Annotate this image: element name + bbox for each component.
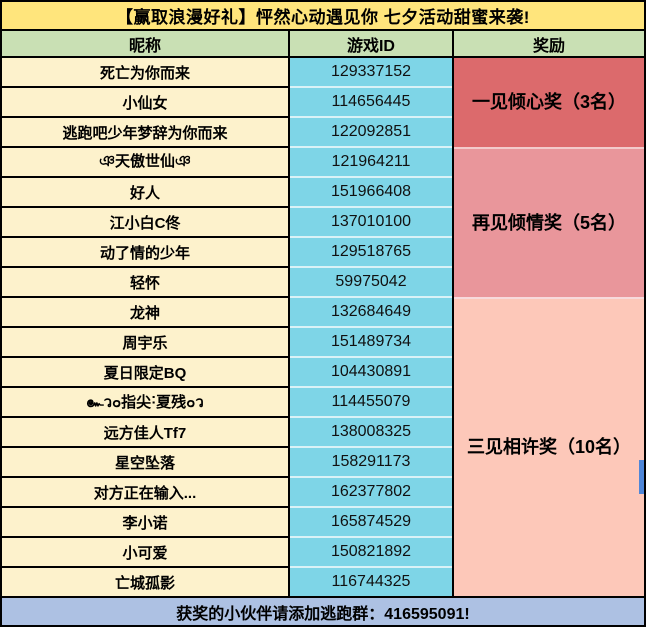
nickname-cell[interactable]: 小可爱	[2, 538, 288, 568]
game-id-cell[interactable]: 162377802	[290, 478, 452, 508]
game-id-cell[interactable]: 121964211	[290, 148, 452, 178]
game-id-cell[interactable]: 137010100	[290, 208, 452, 238]
game-id-cell[interactable]: 122092851	[290, 118, 452, 148]
nickname-cell[interactable]: 李小诺	[2, 508, 288, 538]
nickname-cell[interactable]: 对方正在输入...	[2, 478, 288, 508]
nickname-cell[interactable]: 好人	[2, 178, 288, 208]
game-id-cell[interactable]: 114656445	[290, 88, 452, 118]
column-header-game-id[interactable]: 游戏ID	[290, 31, 454, 56]
nickname-cell[interactable]: 夏日限定BQ	[2, 358, 288, 388]
table-header: 昵称 游戏ID 奖励	[2, 31, 644, 58]
nickname-cell[interactable]: 死亡为你而来	[2, 58, 288, 88]
prize-tier-3-cell[interactable]: 三见相许奖（10名）	[454, 299, 644, 596]
game-id-cell[interactable]: 158291173	[290, 448, 452, 478]
game-id-cell[interactable]: 132684649	[290, 298, 452, 328]
game-id-cell[interactable]: 59975042	[290, 268, 452, 298]
game-id-cell[interactable]: 151966408	[290, 178, 452, 208]
column-header-prize[interactable]: 奖励	[532, 37, 565, 55]
nickname-cell[interactable]: 亡城孤影	[114, 574, 175, 592]
nickname-cell[interactable]: 龙神	[2, 298, 288, 328]
nickname-cell[interactable]: 江小白C佟	[2, 208, 288, 238]
game-id-cell[interactable]: 165874529	[290, 508, 452, 538]
nickname-cell[interactable]: 星空坠落	[2, 448, 288, 478]
prize-tier-2-cell[interactable]: 再见倾情奖（5名）	[454, 149, 644, 300]
game-id-cell[interactable]: 116744325	[331, 573, 411, 590]
prize-tier-1-label: 一见倾心奖（3名）	[471, 92, 626, 112]
game-id-cell[interactable]: 150821892	[290, 538, 452, 568]
scrollbar-fragment[interactable]	[639, 460, 644, 494]
nickname-cell[interactable]: 轻怀	[2, 268, 288, 298]
prize-tier-1-cell[interactable]: 一见倾心奖（3名）	[454, 58, 644, 149]
footer-group-notice: 获奖的小伙伴请添加逃跑群：416595091!	[2, 596, 644, 625]
nickname-column: 死亡为你而来 小仙女 逃跑吧少年梦辞为你而来 ঞ天傲世仙ঞ 好人 江小白C佟 动…	[2, 58, 290, 596]
event-title: 【赢取浪漫好礼】怦然心动遇见你 七夕活动甜蜜来袭!	[2, 2, 644, 31]
game-id-cell[interactable]: 151489734	[290, 328, 452, 358]
nickname-cell[interactable]: 远方佳人Tf7	[2, 418, 288, 448]
game-id-cell[interactable]: 104430891	[290, 358, 452, 388]
game-id-cell[interactable]: 129337152	[290, 58, 452, 88]
nickname-cell[interactable]: 小仙女	[2, 88, 288, 118]
prize-tier-3-label: 三见相许奖（10名）	[466, 437, 632, 458]
table-body: 死亡为你而来 小仙女 逃跑吧少年梦辞为你而来 ঞ天傲世仙ঞ 好人 江小白C佟 动…	[2, 58, 644, 596]
column-header-nickname[interactable]: 昵称	[2, 31, 290, 56]
game-id-cell[interactable]: 129518765	[290, 238, 452, 268]
prize-column: 一见倾心奖（3名） 再见倾情奖（5名） 三见相许奖（10名）	[454, 58, 644, 596]
nickname-cell[interactable]: 动了情的少年	[2, 238, 288, 268]
nickname-cell[interactable]: ๛ว๐指尖˸夏残๐ว	[2, 388, 288, 418]
nickname-cell[interactable]: 逃跑吧少年梦辞为你而来	[2, 118, 288, 148]
game-id-column: 129337152 114656445 122092851 121964211 …	[290, 58, 454, 596]
game-id-cell[interactable]: 138008325	[290, 418, 452, 448]
prize-tier-2-label: 再见倾情奖（5名）	[471, 212, 626, 233]
nickname-cell[interactable]: 周宇乐	[2, 328, 288, 358]
nickname-cell[interactable]: ঞ天傲世仙ঞ	[2, 148, 288, 178]
game-id-cell[interactable]: 114455079	[290, 388, 452, 418]
